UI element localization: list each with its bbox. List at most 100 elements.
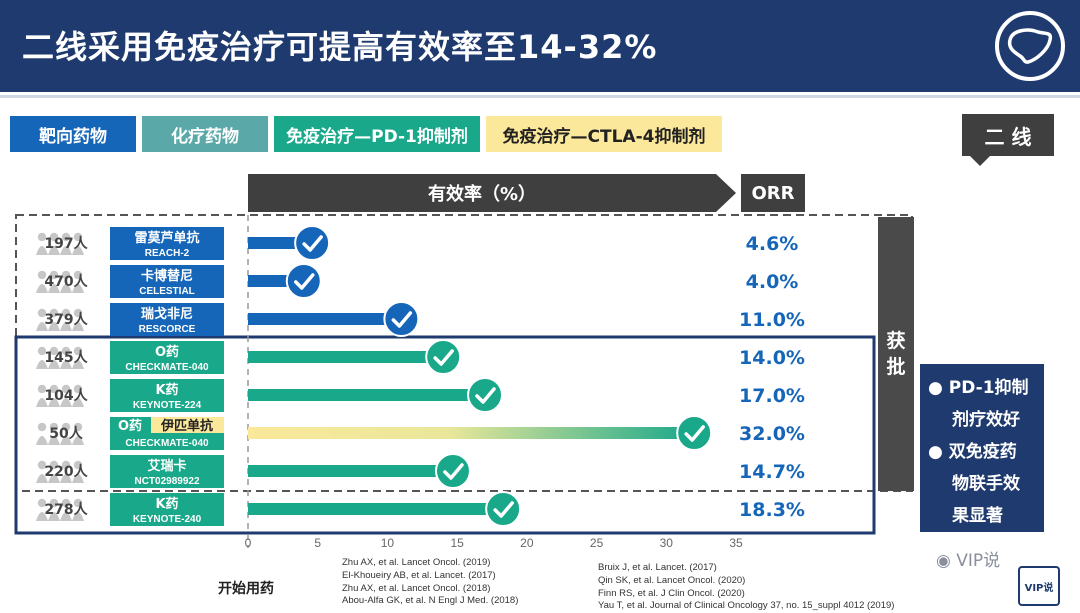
drug-name: O药 xyxy=(155,344,179,360)
reference: Abou-Alfa GK, et al. N Engl J Med. (2018… xyxy=(342,595,519,607)
reference: El-Khoueiry AB, et al. Lancet. (2017) xyxy=(342,569,496,581)
orr-value: 11.0% xyxy=(739,309,805,331)
person-icon xyxy=(48,512,60,521)
person-icon xyxy=(49,270,59,280)
check-mark-icon xyxy=(443,463,464,480)
drug-label-box xyxy=(110,493,224,526)
person-icon xyxy=(73,422,83,432)
person-icon xyxy=(73,384,83,394)
trial-name: CHECKMATE-040 xyxy=(125,362,209,373)
trial-name: KEYNOTE-240 xyxy=(133,514,202,525)
person-icon xyxy=(72,512,84,521)
patient-count: 278人 xyxy=(44,501,88,518)
person-icon xyxy=(36,512,48,521)
person-icon xyxy=(49,384,59,394)
drug-label-box xyxy=(110,303,224,336)
person-icon xyxy=(48,398,60,407)
bar xyxy=(248,465,453,477)
drug-name-2: 伊匹单抗 xyxy=(160,418,213,434)
watermark-text: ◉ VIP说 xyxy=(936,551,1001,571)
note-bullet-1: ● PD-1抑制 xyxy=(928,378,1029,398)
person-icon xyxy=(48,284,60,293)
drug-label-box xyxy=(110,455,224,488)
x-tick-label: 0 xyxy=(245,536,252,550)
reference: Zhu AX, et al. Lancet Oncol. (2019) xyxy=(342,557,491,568)
person-icon xyxy=(60,246,72,255)
patient-count: 50人 xyxy=(49,425,83,442)
person-icon xyxy=(60,284,72,293)
patient-count: 379人 xyxy=(44,311,88,328)
person-icon xyxy=(72,474,84,483)
trial-name: NCT02989922 xyxy=(134,476,199,487)
person-icon xyxy=(72,322,84,331)
reference: Finn RS, et al. J Clin Oncol. (2020) xyxy=(598,587,745,599)
approved-char-2: 批 xyxy=(886,356,906,378)
page-title: 二线采用免疫治疗可提高有效率至14-32% xyxy=(22,28,658,66)
drug-label-box xyxy=(110,265,224,298)
patient-count: 104人 xyxy=(44,387,88,404)
drug-label-box xyxy=(110,341,224,374)
bar xyxy=(248,313,402,325)
person-icon xyxy=(48,436,60,445)
person-icon xyxy=(73,498,83,508)
person-icon xyxy=(60,398,72,407)
reference: Zhu AX, et al. Lancet Oncol. (2018) xyxy=(342,582,491,594)
bar xyxy=(248,389,486,401)
person-icon xyxy=(73,232,83,242)
person-icon xyxy=(61,422,71,432)
references-left: Zhu AX, et al. Lancet Oncol. (2019) El-K… xyxy=(342,557,518,608)
person-icon xyxy=(48,246,60,255)
person-icon xyxy=(48,322,60,331)
check-mark-icon xyxy=(475,387,496,404)
drug-label-box xyxy=(110,227,224,260)
check-icon xyxy=(285,263,322,299)
efficacy-axis-label: 有效率（%） xyxy=(427,184,537,205)
person-icon xyxy=(61,384,71,394)
person-icon xyxy=(37,270,47,280)
legend-ctla4: 免疫治疗—CTLA-4抑制剂 xyxy=(486,116,722,152)
second-line-tag: 二 线 xyxy=(962,114,1054,166)
x-tick-label: 20 xyxy=(520,536,534,550)
person-icon xyxy=(73,460,83,470)
check-icon xyxy=(383,301,420,337)
header-divider xyxy=(0,95,1080,98)
trial-name: CELESTIAL xyxy=(139,286,195,297)
orr-value: 32.0% xyxy=(739,423,805,445)
x-tick-label: 30 xyxy=(660,536,674,550)
x-tick-label: 25 xyxy=(590,536,604,550)
person-icon xyxy=(49,460,59,470)
approved-label: 获 批 xyxy=(878,217,914,491)
person-icon xyxy=(72,246,84,255)
trial-name: REACH-2 xyxy=(145,248,190,259)
check-mark-icon xyxy=(433,349,454,366)
person-icon xyxy=(73,346,83,356)
note-bullet-1-cont: 剂疗效好 xyxy=(952,410,1020,430)
bar xyxy=(248,427,695,439)
reference: Yau T, et al. Journal of Clinical Oncolo… xyxy=(598,600,895,612)
note-bullet-2-cont2: 果显著 xyxy=(952,506,1003,526)
person-icon xyxy=(36,436,48,445)
orr-value: 14.7% xyxy=(739,461,805,483)
x-tick-label: 5 xyxy=(314,536,321,550)
wechat-icon: ◉ xyxy=(936,551,951,571)
person-icon xyxy=(37,498,47,508)
conclusion-box: ● PD-1抑制 剂疗效好 ● 双免疫药 物联手效 果显著 xyxy=(920,364,1044,532)
person-icon xyxy=(48,474,60,483)
check-icon xyxy=(485,491,522,527)
person-icon xyxy=(61,270,71,280)
drug-label-box xyxy=(110,379,224,412)
check-icon xyxy=(425,339,462,375)
person-icon xyxy=(48,360,60,369)
reference: Bruix J, et al. Lancet. (2017) xyxy=(598,562,717,573)
x-tick-label: 10 xyxy=(381,536,395,550)
person-icon xyxy=(72,436,84,445)
check-mark-icon xyxy=(493,501,514,518)
start-medication-label: 开始用药 xyxy=(218,581,274,597)
approved-char-1: 获 xyxy=(886,330,906,352)
person-icon xyxy=(73,270,83,280)
x-tick-label: 35 xyxy=(729,536,743,550)
person-icon xyxy=(36,246,48,255)
person-icon xyxy=(61,346,71,356)
person-icon xyxy=(36,322,48,331)
